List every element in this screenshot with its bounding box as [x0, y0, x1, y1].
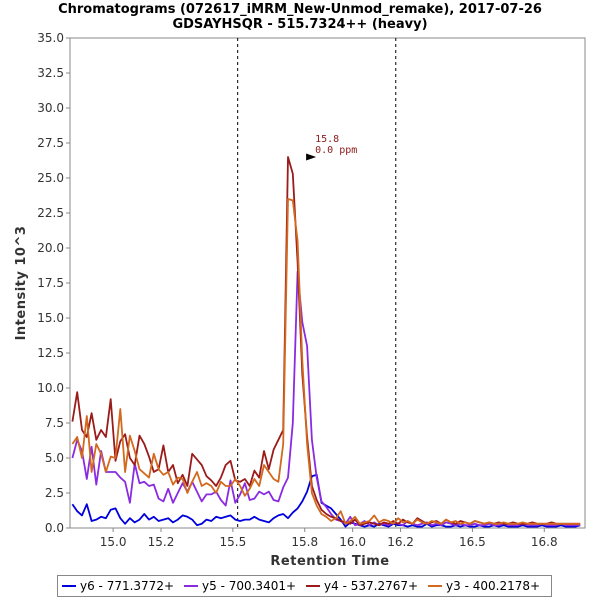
y-tick-label: 35.0 — [37, 31, 64, 45]
legend-swatch — [184, 585, 199, 587]
y-axis: 0.0 2.5 5.0 7.5 10.0 12.5 15.0 17.5 20.0 22.5 25.0… — [37, 31, 70, 535]
y-tick-label: 10.0 — [37, 381, 64, 395]
x-tick-label: 15.8 — [291, 535, 318, 549]
x-tick-label: 15.0 — [100, 535, 127, 549]
chart-subtitle: GDSAYHSQR - 515.7324++ (heavy) — [172, 17, 427, 32]
y-tick-label: 17.5 — [37, 276, 64, 290]
peak-ppm-label: 0.0 ppm — [315, 145, 357, 156]
peak-annotation: 15.8 0.0 ppm — [306, 134, 357, 161]
y-tick-label: 30.0 — [37, 101, 64, 115]
x-axis-label: Retention Time — [270, 554, 389, 569]
y-tick-label: 32.5 — [37, 66, 64, 80]
y-tick-label: 12.5 — [37, 346, 64, 360]
y-tick-label: 7.5 — [45, 416, 64, 430]
legend-item: y6 - 771.3772+ — [62, 579, 174, 593]
plot-area — [69, 37, 586, 529]
y-tick-label: 20.0 — [37, 241, 64, 255]
plot-frame — [69, 37, 586, 529]
legend-item: y4 - 537.2767+ — [306, 579, 418, 593]
x-tick-label: 15.5 — [220, 535, 247, 549]
legend-item: y5 - 700.3401+ — [184, 579, 296, 593]
legend-label: y5 - 700.3401+ — [202, 579, 297, 593]
y-tick-label: 22.5 — [37, 206, 64, 220]
peak-boundaries — [237, 38, 397, 528]
y-tick-label: 25.0 — [37, 171, 64, 185]
y-tick-label: 5.0 — [45, 451, 64, 465]
legend: y6 - 771.3772+ y5 - 700.3401+ y4 - 537.276… — [57, 575, 552, 597]
chart-title: Chromatograms (072617_iMRM_New-Unmod_rem… — [58, 2, 542, 17]
y-axis-label: Intensity 10^3 — [14, 226, 29, 341]
series-lines — [71, 156, 581, 528]
x-tick-label: 15.2 — [148, 535, 175, 549]
legend-label: y3 - 400.2178+ — [446, 579, 541, 593]
y-tick-label: 0.0 — [45, 521, 64, 535]
peak-rt-label: 15.8 — [315, 134, 339, 145]
peak-arrow-icon — [306, 153, 317, 161]
y-tick-label: 2.5 — [45, 486, 64, 500]
x-tick-label: 16.0 — [339, 535, 366, 549]
legend-label: y4 - 537.2767+ — [324, 579, 419, 593]
x-tick-label: 16.2 — [387, 535, 414, 549]
legend-swatch — [62, 585, 76, 587]
x-tick-label: 16.5 — [459, 535, 486, 549]
series-line — [71, 270, 581, 527]
y-tick-label: 15.0 — [37, 311, 64, 325]
legend-swatch — [428, 585, 443, 587]
legend-item: y3 - 400.2178+ — [428, 579, 540, 593]
legend-swatch — [306, 585, 321, 587]
y-tick-label: 27.5 — [37, 136, 64, 150]
x-axis: 15.0 15.2 15.5 15.8 16.0 16.2 16.5 16.8 — [100, 528, 558, 549]
series-line — [71, 198, 581, 525]
x-tick-label: 16.8 — [531, 535, 558, 549]
legend-label: y6 - 771.3772+ — [80, 579, 175, 593]
